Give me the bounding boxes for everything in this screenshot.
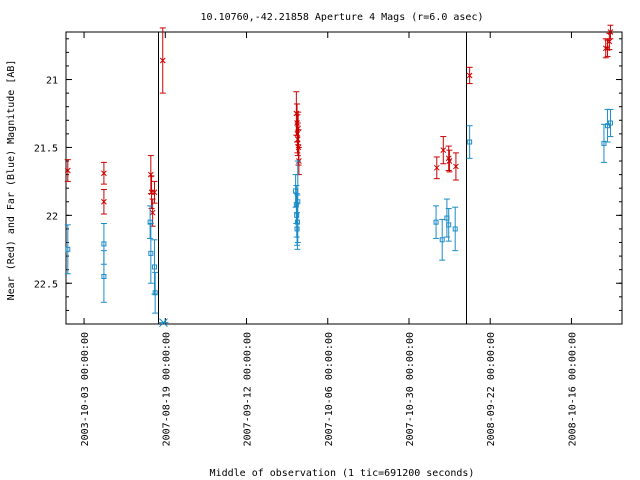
data-point	[101, 273, 107, 279]
data-point	[101, 198, 107, 205]
asterisk-marker	[158, 318, 169, 327]
segment-breaks	[158, 32, 467, 324]
x-tick-label: 2008-10-16 00:00:00	[567, 332, 578, 446]
data-point	[466, 72, 473, 79]
x-tick-label: 2007-08-19 00:00:00	[161, 332, 172, 446]
data-point	[606, 38, 613, 45]
data-point	[148, 250, 154, 256]
x-axis: 2003-10-03 00:00:00 2007-08-19 00:00:00 20…	[80, 32, 578, 446]
y-tick-label: 21.5	[34, 143, 58, 154]
data-point	[151, 189, 158, 196]
x-tick-label: 2003-10-03 00:00:00	[80, 332, 91, 446]
y-tick-label: 22	[46, 211, 58, 222]
data-point	[152, 290, 158, 296]
x-tick-label: 2007-10-30 00:00:00	[405, 332, 416, 446]
data-point	[605, 123, 611, 129]
data-point	[65, 246, 71, 252]
data-point	[453, 163, 459, 170]
data-point	[467, 139, 473, 145]
plot-border	[65, 31, 623, 325]
data-point	[159, 57, 166, 64]
data-point	[433, 164, 440, 171]
data-point	[64, 167, 71, 174]
data-point	[601, 140, 607, 146]
data-point	[147, 219, 153, 225]
data-point	[101, 241, 107, 247]
y-tick-label: 21	[46, 76, 58, 87]
y-axis-label: Near (Red) and Far (Blue) Magnitude [AB]	[6, 60, 17, 301]
data-point	[607, 120, 613, 126]
y-axis: 21 21.5 22 22.5	[34, 38, 622, 311]
data-point	[149, 209, 156, 216]
y-tick-label: 22.5	[34, 279, 58, 290]
chart-title: 10.10760,-42.21858 Aperture 4 Mags (r=6.…	[201, 12, 484, 23]
data-point	[151, 264, 157, 270]
plot-frame	[65, 31, 623, 325]
x-axis-label: Middle of observation (1 tic=691200 seco…	[210, 468, 475, 479]
data-point	[295, 199, 301, 205]
x-tick-label: 2008-09-22 00:00:00	[486, 332, 497, 446]
data-point	[452, 226, 458, 232]
data-point	[446, 158, 453, 164]
data-point	[439, 237, 445, 243]
x-tick-label: 2007-09-12 00:00:00	[243, 332, 254, 446]
data-point	[101, 170, 107, 177]
x-tick-label: 2007-10-06 00:00:00	[324, 332, 335, 446]
data-point	[440, 147, 447, 154]
data-point	[433, 219, 439, 225]
data-marks	[64, 24, 614, 327]
data-point	[607, 29, 614, 35]
data-point	[446, 222, 452, 228]
